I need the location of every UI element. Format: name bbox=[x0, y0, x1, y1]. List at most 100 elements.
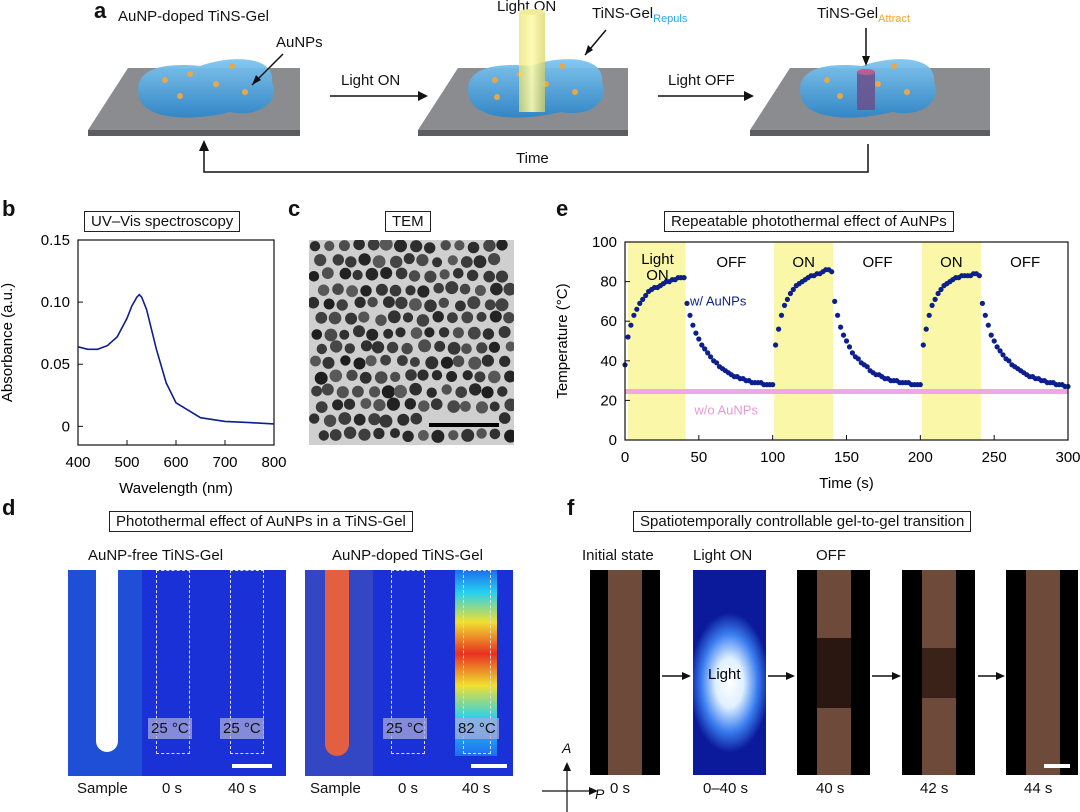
panel-d-letter: d bbox=[2, 495, 16, 520]
nanoparticle bbox=[309, 241, 321, 252]
time-label: Sample bbox=[77, 780, 128, 797]
with-aunps-point bbox=[840, 332, 847, 338]
nanoparticle bbox=[336, 386, 349, 399]
nanoparticle bbox=[390, 428, 400, 439]
y-tick-label: 100 bbox=[592, 234, 617, 251]
nanoparticle bbox=[375, 314, 387, 326]
nanoparticle bbox=[418, 339, 432, 353]
temp-readout: 25 °C bbox=[148, 718, 192, 739]
nanoparticle bbox=[504, 370, 514, 383]
nanoparticle bbox=[322, 356, 335, 369]
panel-e-title: Repeatable photothermal effect of AuNPs bbox=[664, 211, 954, 232]
time-label: 40 s bbox=[462, 780, 491, 797]
with-aunps-point bbox=[864, 364, 870, 370]
time-label: Sample bbox=[310, 780, 361, 797]
with-aunps-point bbox=[917, 382, 923, 388]
nanoparticle bbox=[498, 412, 511, 424]
light-on-region bbox=[774, 242, 834, 440]
nanoparticle bbox=[448, 430, 459, 441]
nanoparticle bbox=[386, 397, 400, 411]
time-label: 44 s bbox=[1024, 780, 1053, 797]
nanoparticle bbox=[445, 281, 459, 295]
nanoparticle bbox=[482, 328, 495, 340]
nanoparticle bbox=[324, 328, 338, 342]
with-aunps-point bbox=[846, 344, 853, 350]
with-aunps-point bbox=[843, 338, 850, 344]
nanoparticle bbox=[504, 429, 514, 443]
y-axis-label: Absorbance (a.u.) bbox=[0, 283, 16, 402]
nanoparticle bbox=[460, 401, 471, 412]
nanoparticle bbox=[344, 343, 355, 354]
aunp-doped-label: AuNP-doped TiNS-Gel bbox=[332, 547, 483, 564]
time-label: 42 s bbox=[920, 780, 949, 797]
with-aunps-point bbox=[637, 300, 643, 306]
nanoparticle bbox=[389, 284, 402, 297]
with-aunps-point bbox=[787, 290, 793, 297]
nanoparticle bbox=[438, 327, 450, 338]
with-aunps-point bbox=[628, 322, 634, 328]
nanoparticle bbox=[397, 413, 410, 426]
arrow-light-on-label: Light ON bbox=[341, 72, 401, 89]
nanoparticle bbox=[409, 382, 422, 396]
with-aunps-point bbox=[684, 300, 690, 306]
nanoparticle bbox=[446, 371, 458, 382]
nanoparticle bbox=[336, 299, 348, 311]
x-tick-label: 700 bbox=[212, 454, 237, 471]
nanoparticle bbox=[373, 399, 386, 412]
with-aunps-point bbox=[634, 306, 640, 312]
nanoparticle bbox=[439, 269, 450, 280]
nanoparticle bbox=[395, 267, 408, 280]
nanoparticle bbox=[488, 253, 501, 266]
scale-bar bbox=[1044, 764, 1070, 768]
nanoparticle bbox=[488, 370, 501, 384]
x-tick-label: 400 bbox=[65, 454, 90, 471]
nanoparticle bbox=[461, 428, 475, 442]
nanoparticle bbox=[424, 270, 437, 283]
nanoparticle bbox=[358, 253, 371, 266]
nanoparticle bbox=[397, 355, 408, 366]
nanoparticle bbox=[332, 254, 344, 266]
y-tick-label: 60 bbox=[600, 313, 617, 330]
nanoparticle bbox=[403, 253, 415, 265]
nanoparticle bbox=[417, 285, 430, 298]
nanoparticle bbox=[476, 428, 487, 439]
with-aunps-point bbox=[643, 292, 649, 299]
nanoparticle bbox=[346, 369, 358, 381]
nanoparticle bbox=[339, 267, 352, 280]
x-tick-label: 200 bbox=[908, 449, 933, 466]
nanoparticle bbox=[379, 240, 393, 251]
nanoparticle bbox=[418, 430, 429, 441]
nanoparticle bbox=[359, 371, 372, 384]
nanoparticle bbox=[476, 342, 488, 354]
nanoparticle bbox=[432, 257, 443, 268]
nanoparticle bbox=[339, 329, 350, 340]
panel-c-letter: c bbox=[288, 196, 301, 221]
nanoparticle bbox=[473, 255, 487, 269]
header-off: OFF bbox=[816, 547, 846, 564]
nanoparticle bbox=[367, 240, 380, 251]
with-aunps-point bbox=[696, 336, 702, 342]
nanoparticle bbox=[497, 386, 508, 397]
nanoparticle bbox=[323, 298, 335, 310]
with-aunps-point bbox=[979, 300, 985, 306]
with-aunps-point bbox=[829, 269, 835, 275]
with-aunps-point bbox=[640, 296, 646, 302]
with-aunps-point bbox=[832, 298, 838, 304]
tins-gel-repuls-label: TiNS-GelRepuls bbox=[592, 5, 688, 25]
nanoparticle bbox=[345, 312, 358, 325]
panel-b-letter: b bbox=[2, 196, 16, 221]
nanoparticle bbox=[309, 296, 320, 309]
nanoparticle bbox=[379, 414, 393, 428]
nanoparticle bbox=[321, 267, 334, 279]
panel-f-title: Spatiotemporally controllable gel-to-gel… bbox=[633, 511, 972, 532]
nanoparticle bbox=[323, 414, 337, 427]
sample-tube-left bbox=[96, 570, 118, 752]
nanoparticle bbox=[390, 371, 401, 382]
nanoparticle bbox=[353, 357, 366, 370]
nanoparticle bbox=[467, 296, 481, 310]
nanoparticle bbox=[345, 256, 357, 268]
nanoparticle bbox=[338, 240, 350, 252]
absorbance-line bbox=[77, 293, 275, 425]
nanoparticle bbox=[452, 327, 464, 339]
nanoparticle bbox=[455, 386, 467, 398]
